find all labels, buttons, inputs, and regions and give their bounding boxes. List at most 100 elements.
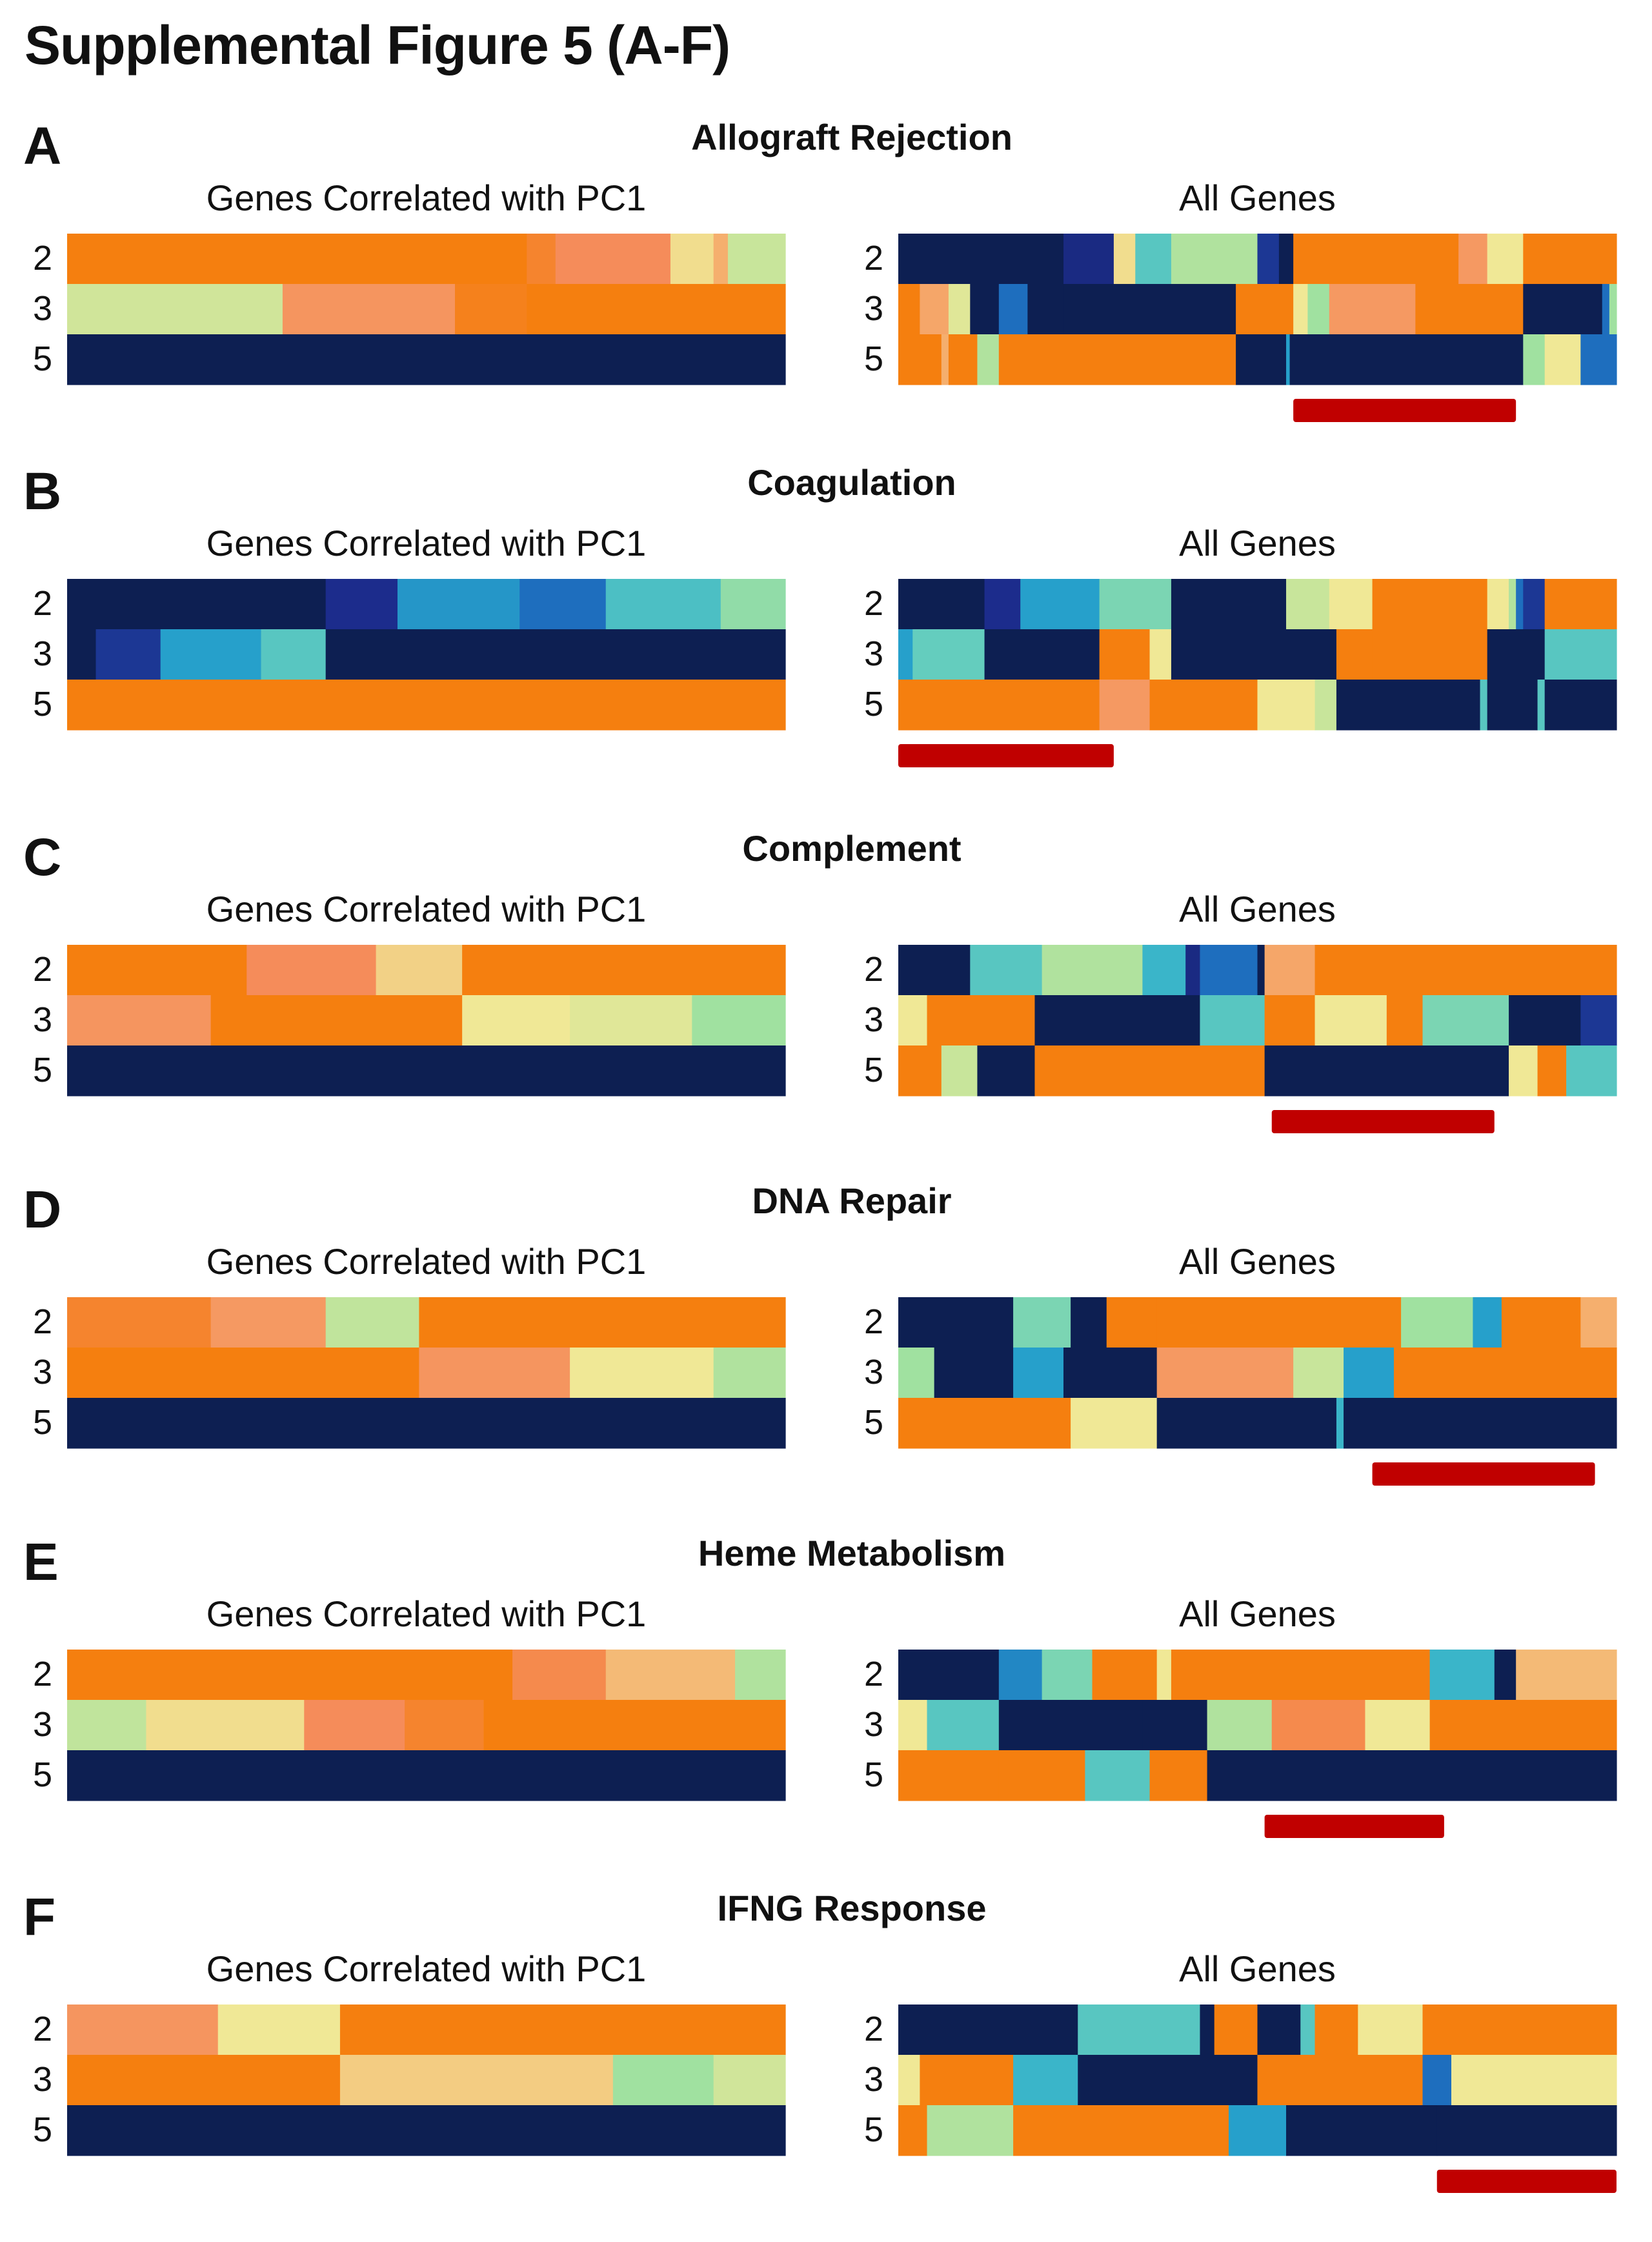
heatmap-cell-right-r2-s1	[998, 1750, 1085, 1801]
heatmap-cell-right-r2-s2	[1149, 680, 1258, 731]
row-label-right: 2	[863, 2010, 884, 2048]
row-label-left: 2	[32, 950, 53, 989]
highlight-marker	[1264, 1815, 1444, 1838]
row-label-left: 3	[32, 634, 53, 673]
heatmap-cell-right-r0-s2	[1113, 234, 1136, 285]
heatmap-cell-left-r0-s5	[720, 579, 786, 630]
row-label-right: 5	[863, 1755, 884, 1794]
left-heatmap-title: Genes Correlated with PC1	[206, 1593, 647, 1634]
heatmap-cell-right-r2-s2	[948, 334, 978, 385]
heatmap-cell-right-r0-s6	[1429, 1650, 1495, 1701]
heatmap-cell-right-r2-s0	[898, 680, 1100, 731]
heatmap-cell-right-r1-s4	[1257, 2055, 1424, 2106]
panel-letter: F	[23, 1888, 56, 1946]
heatmap-cell-right-r0-s4	[1171, 579, 1287, 630]
left-heatmap-title: Genes Correlated with PC1	[206, 1241, 647, 1282]
heatmap-cell-right-r0-s8	[1580, 1297, 1617, 1348]
right-heatmap-title: All Genes	[1179, 1948, 1336, 1989]
heatmap-cell-left-r2-s0	[67, 680, 786, 731]
highlight-bar	[1271, 1110, 1495, 1133]
heatmap-cell-right-r2-s2	[977, 1045, 1036, 1096]
heatmap-cell-right-r0-s7	[1372, 579, 1488, 630]
heatmap-cell-right-r1-s1	[920, 2055, 1014, 2106]
heatmap-cell-left-r0-s4	[713, 234, 729, 285]
heatmap-cell-right-r1-s5	[1315, 995, 1387, 1046]
highlight-bar	[898, 744, 1114, 767]
row-label-left: 3	[32, 1705, 53, 1744]
heatmap-cell-left-r0-s3	[670, 234, 714, 285]
heatmap-cell-right-r1-s2	[1034, 995, 1201, 1046]
heatmap-cell-left-r1-s2	[304, 1700, 405, 1751]
heatmap-cell-right-r2-s6	[1480, 680, 1488, 731]
panel-title: IFNG Response	[717, 1888, 987, 1928]
heatmap-right-B	[898, 579, 1617, 731]
row-label-left: 3	[32, 2060, 53, 2099]
heatmap-cell-left-r1-s4	[483, 1700, 786, 1751]
heatmap-cell-left-r0-s0	[67, 1297, 212, 1348]
heatmap-cell-right-r0-s4	[1156, 1297, 1402, 1348]
panel-D: D DNA Repair Genes Correlated with PC1 All …	[0, 1180, 1652, 1535]
row-label-left: 5	[32, 339, 53, 378]
heatmap-cell-right-r1-s6	[1063, 284, 1236, 335]
heatmap-cell-right-r0-s3	[1142, 945, 1186, 996]
heatmap-cell-right-r2-s4	[1264, 1045, 1509, 1096]
row-label-right: 5	[863, 339, 884, 378]
left-heatmap-title: Genes Correlated with PC1	[206, 523, 647, 563]
heatmap-cell-right-r1-s7	[1236, 284, 1294, 335]
panel-letter: C	[23, 828, 62, 887]
heatmap-cell-left-r0-s0	[67, 945, 247, 996]
heatmap-cell-right-r1-s7	[1393, 1348, 1617, 1399]
heatmap-cell-left-r1-s0	[67, 2055, 341, 2106]
heatmap-cell-right-r0-s6	[1257, 945, 1265, 996]
heatmap-cell-right-r2-s5	[1509, 1045, 1538, 1096]
heatmap-cell-left-r1-s0	[67, 284, 283, 335]
heatmap-cell-right-r1-s6	[1344, 1348, 1395, 1399]
right-heatmap-title: All Genes	[1179, 523, 1336, 563]
heatmap-cell-right-r0-s5	[1171, 1650, 1431, 1701]
heatmap-cell-right-r1-s0	[898, 1700, 928, 1751]
heatmap-left-B	[67, 579, 786, 731]
heatmap-cell-right-r0-s2	[1071, 1297, 1107, 1348]
row-label-right: 5	[863, 685, 884, 723]
heatmap-cell-right-r0-s3	[1099, 579, 1172, 630]
row-label-right: 3	[863, 1705, 884, 1744]
heatmap-cell-right-r0-s10	[1516, 579, 1524, 630]
heatmap-cell-right-r0-s3	[1106, 1297, 1158, 1348]
heatmap-cell-right-r1-s4	[1156, 1348, 1294, 1399]
heatmap-cell-right-r2-s4	[1315, 680, 1337, 731]
heatmap-cell-left-r0-s3	[462, 945, 786, 996]
heatmap-cell-right-r1-s2	[1013, 2055, 1078, 2106]
heatmap-cell-right-r1-s1	[934, 1348, 1014, 1399]
heatmap-cell-right-r1-s0	[898, 2055, 920, 2106]
heatmap-cell-right-r1-s9	[1307, 284, 1330, 335]
heatmap-cell-right-r0-s5	[1286, 579, 1330, 630]
heatmap-cell-right-r2-s2	[1013, 2105, 1229, 2156]
heatmap-cell-left-r2-s0	[67, 334, 786, 385]
heatmap-cell-right-r1-s7	[1429, 1700, 1617, 1751]
heatmap-cell-left-r0-s1	[247, 945, 377, 996]
heatmap-cell-right-r0-s6	[1329, 579, 1373, 630]
heatmap-cell-right-r0-s4	[1156, 1650, 1172, 1701]
heatmap-cell-left-r1-s3	[261, 629, 327, 680]
heatmap-cell-right-r1-s8	[1487, 629, 1546, 680]
heatmap-cell-left-r0-s1	[210, 1297, 327, 1348]
highlight-marker	[1372, 1462, 1595, 1486]
heatmap-cell-left-r2-s0	[67, 1045, 786, 1096]
panel-title: Allograft Rejection	[691, 117, 1012, 157]
highlight-marker	[898, 744, 1114, 767]
heatmap-cell-right-r1-s9	[1580, 995, 1617, 1046]
heatmap-cell-left-r1-s0	[67, 1700, 147, 1751]
heatmap-cell-left-r0-s2	[397, 579, 520, 630]
heatmap-cell-right-r0-s2	[1042, 1650, 1093, 1701]
row-label-right: 2	[863, 584, 884, 623]
row-label-right: 2	[863, 239, 884, 278]
row-label-right: 3	[863, 1353, 884, 1391]
heatmap-cell-right-r2-s0	[898, 2105, 928, 2156]
heatmap-cell-right-r2-s4	[1207, 1750, 1617, 1801]
heatmap-cell-right-r0-s12	[1544, 579, 1617, 630]
heatmap-cell-right-r1-s1	[927, 995, 1036, 1046]
heatmap-cell-right-r2-s5	[1236, 334, 1287, 385]
heatmap-cell-left-r2-s0	[67, 1398, 786, 1449]
heatmap-cell-right-r1-s3	[1063, 1348, 1158, 1399]
heatmap-cell-right-r0-s11	[1523, 579, 1546, 630]
